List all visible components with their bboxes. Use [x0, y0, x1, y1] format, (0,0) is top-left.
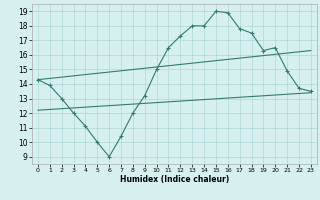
- X-axis label: Humidex (Indice chaleur): Humidex (Indice chaleur): [120, 175, 229, 184]
